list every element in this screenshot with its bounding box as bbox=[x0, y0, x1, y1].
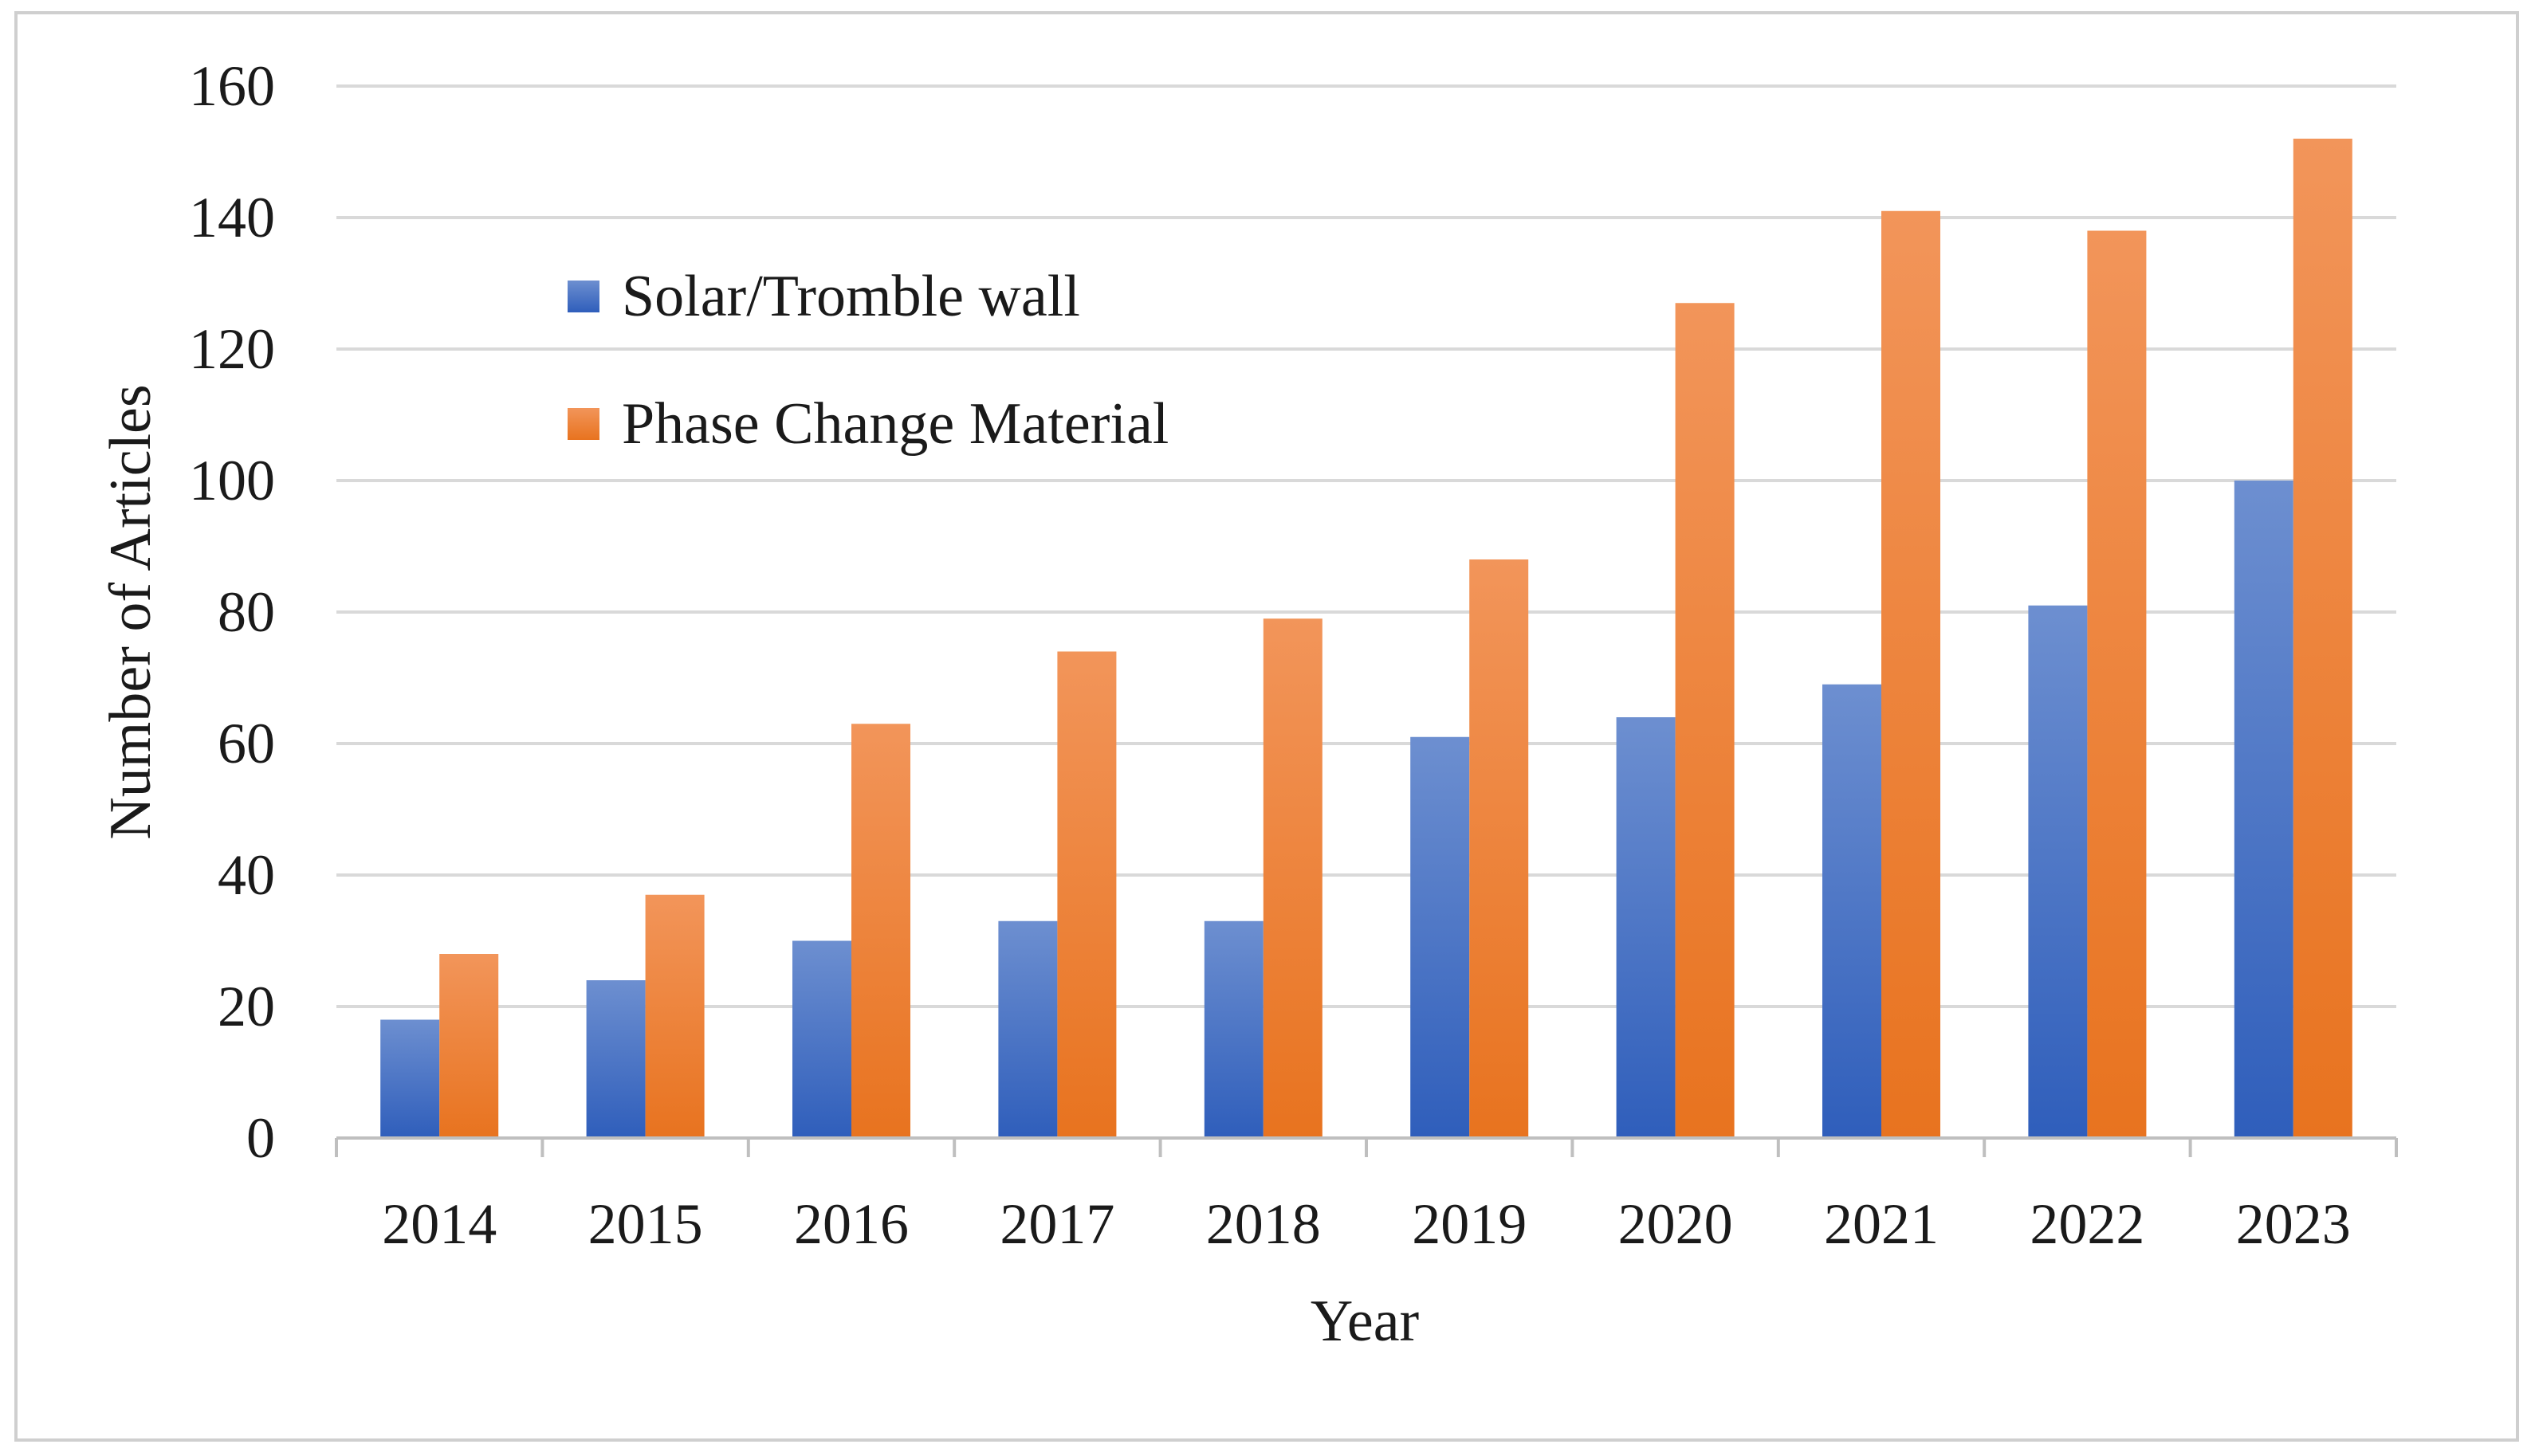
bar-solar-tromble-wall-2021 bbox=[1822, 684, 1881, 1138]
bar-phase-change-material-2020 bbox=[1675, 303, 1735, 1138]
y-tick-label-40: 40 bbox=[218, 843, 275, 907]
x-tick-label-2023: 2023 bbox=[2236, 1192, 2351, 1256]
y-tick-label-60: 60 bbox=[218, 712, 275, 775]
x-tick-label-2022: 2022 bbox=[2030, 1192, 2144, 1256]
legend-swatch-solar-tromble-wall bbox=[568, 281, 599, 312]
legend-label-phase-change-material: Phase Change Material bbox=[622, 391, 1169, 457]
bar-solar-tromble-wall-2023 bbox=[2234, 481, 2293, 1138]
y-tick-label-100: 100 bbox=[189, 449, 275, 512]
bar-solar-tromble-wall-2022 bbox=[2028, 605, 2088, 1138]
y-tick-label-80: 80 bbox=[218, 580, 275, 644]
y-tick-label-0: 0 bbox=[246, 1106, 275, 1170]
bar-phase-change-material-2016 bbox=[851, 724, 910, 1138]
legend: Solar/Tromble wall Phase Change Material bbox=[568, 264, 1169, 457]
x-tick-label-2020: 2020 bbox=[1618, 1192, 1733, 1256]
bars bbox=[380, 139, 2352, 1138]
bar-phase-change-material-2023 bbox=[2293, 139, 2352, 1138]
bar-solar-tromble-wall-2016 bbox=[792, 940, 851, 1138]
x-tick-label-2016: 2016 bbox=[794, 1192, 909, 1256]
bar-phase-change-material-2022 bbox=[2087, 230, 2147, 1138]
bar-solar-tromble-wall-2018 bbox=[1204, 920, 1264, 1138]
bar-phase-change-material-2017 bbox=[1057, 651, 1117, 1138]
x-tick-label-2021: 2021 bbox=[1824, 1192, 1939, 1256]
y-axis-title: Number of Articles bbox=[98, 384, 163, 839]
y-tick-label-20: 20 bbox=[218, 975, 275, 1038]
bar-solar-tromble-wall-2015 bbox=[586, 980, 646, 1138]
bar-phase-change-material-2021 bbox=[1881, 210, 1940, 1138]
x-axis-title: Year bbox=[1311, 1289, 1419, 1354]
legend-label-solar-tromble-wall: Solar/Tromble wall bbox=[622, 264, 1080, 329]
bar-solar-tromble-wall-2014 bbox=[380, 1019, 440, 1138]
axes: 0 20 40 60 80 100 120 140 160 2014 2015 2016 2017 201… bbox=[189, 54, 2398, 1256]
bar-phase-change-material-2014 bbox=[439, 954, 499, 1138]
bar-solar-tromble-wall-2020 bbox=[1616, 717, 1676, 1138]
x-tick-label-2018: 2018 bbox=[1206, 1192, 1321, 1256]
y-tick-label-120: 120 bbox=[189, 317, 275, 381]
bar-phase-change-material-2018 bbox=[1263, 618, 1323, 1138]
bar-phase-change-material-2015 bbox=[645, 894, 705, 1138]
y-tick-label-140: 140 bbox=[189, 186, 275, 249]
legend-swatch-phase-change-material bbox=[568, 408, 599, 440]
bar-phase-change-material-2019 bbox=[1469, 559, 1529, 1138]
bar-solar-tromble-wall-2019 bbox=[1410, 736, 1470, 1138]
x-tick-label-2014: 2014 bbox=[382, 1192, 497, 1256]
y-tick-label-160: 160 bbox=[189, 54, 275, 118]
bar-solar-tromble-wall-2017 bbox=[998, 920, 1058, 1138]
x-tick-label-2015: 2015 bbox=[588, 1192, 703, 1256]
x-tick-label-2019: 2019 bbox=[1412, 1192, 1527, 1256]
x-tick-label-2017: 2017 bbox=[1000, 1192, 1114, 1256]
